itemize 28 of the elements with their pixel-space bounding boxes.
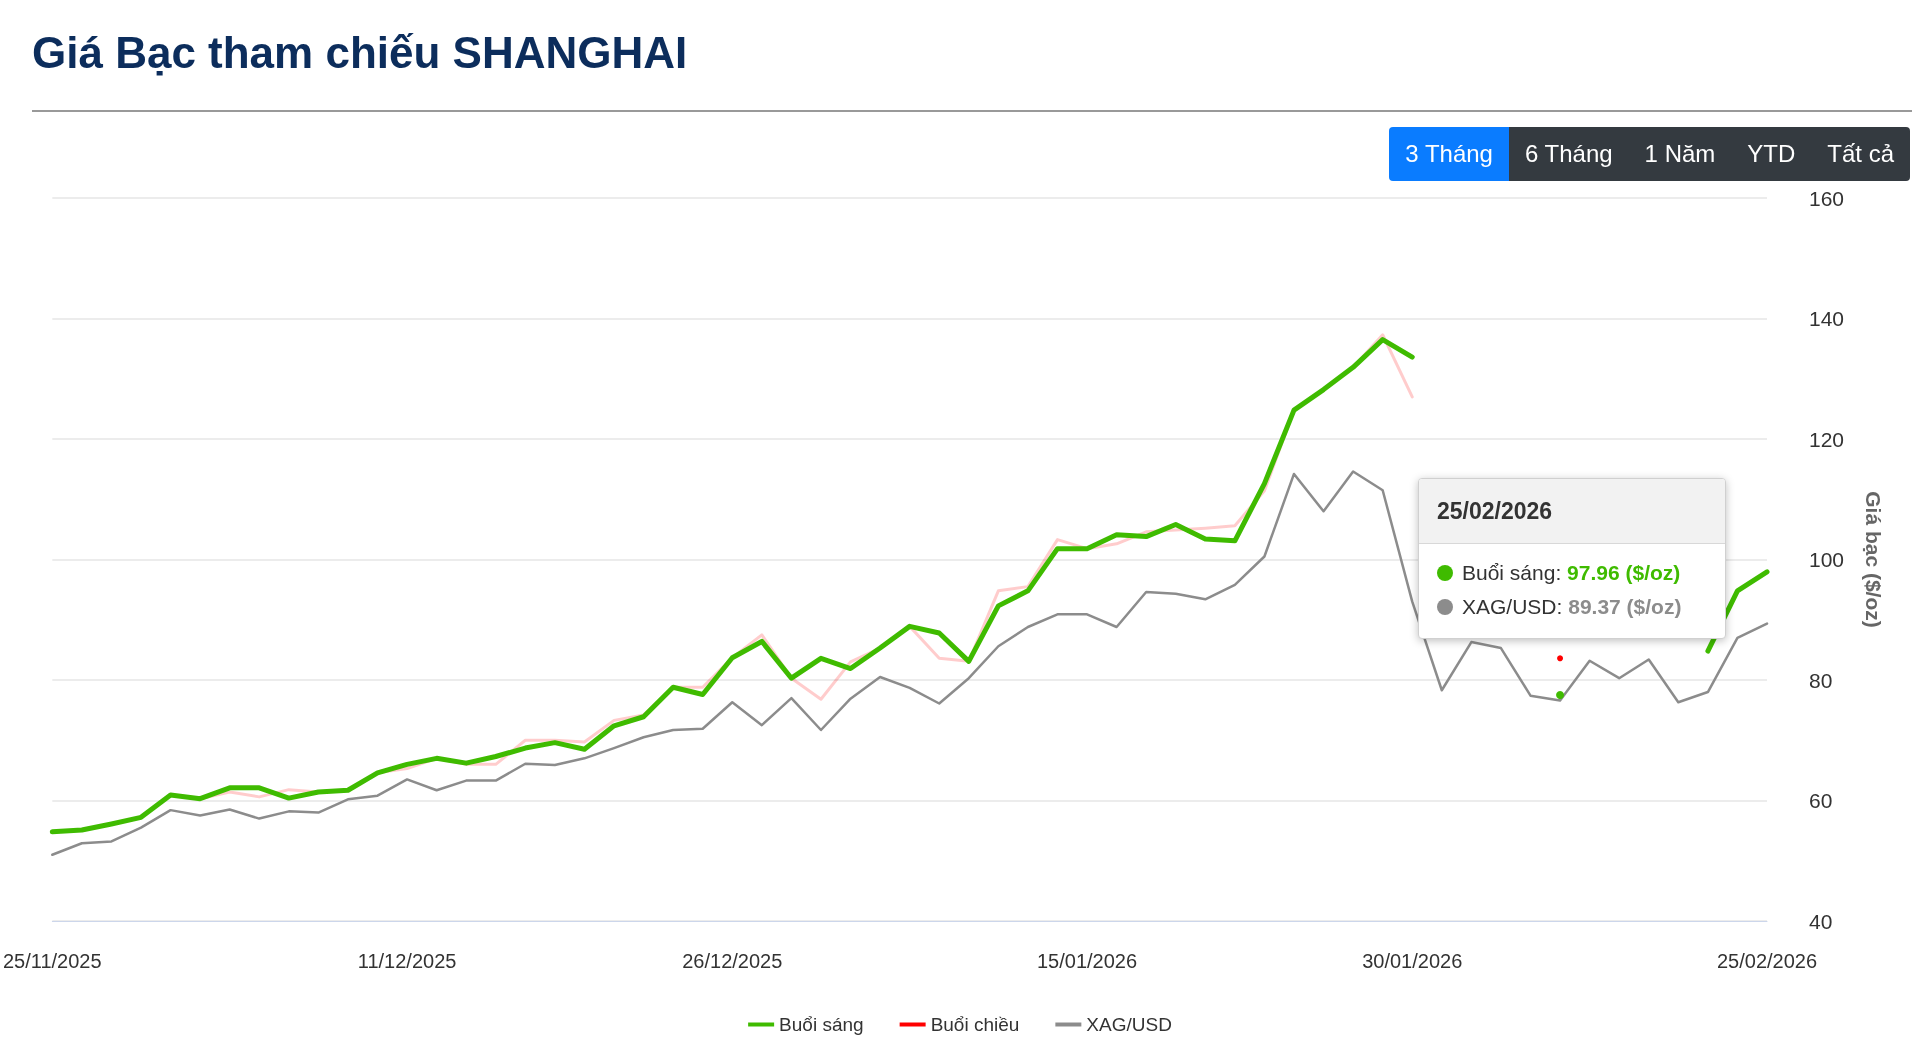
annotation: 25/02/2026 bbox=[1419, 479, 1725, 544]
text: 1 Năm bbox=[1628, 127, 1732, 181]
chart-title: Giá Bạc tham chiếu SHANGHAI bbox=[32, 28, 688, 78]
x-tick-label: 26/12/2025 bbox=[682, 950, 783, 972]
y-tick-label: 140 bbox=[1809, 307, 1845, 330]
y-tick-label: 120 bbox=[1809, 427, 1845, 451]
legend-label: Buổi chiều bbox=[930, 1014, 1020, 1035]
text: 3 Tháng bbox=[1389, 127, 1509, 181]
y-tick-label: 160 bbox=[1809, 186, 1845, 210]
text: Tất cả bbox=[1811, 127, 1910, 181]
x-tick-label: 25/02/2026 bbox=[1716, 950, 1818, 972]
y-tick-label: 100 bbox=[1809, 548, 1845, 571]
x-tick-label: 30/01/2026 bbox=[1362, 950, 1463, 972]
legend-label: XAG/USD bbox=[1086, 1014, 1172, 1035]
legend-label: Buổi sáng bbox=[779, 1014, 864, 1035]
y-tick-label: 80 bbox=[1809, 668, 1833, 692]
line-series bbox=[51, 470, 1769, 856]
y-axis-title: Giá bạc ($/oz) bbox=[1862, 491, 1885, 628]
x-tick-label: 15/01/2026 bbox=[1036, 950, 1138, 972]
text: YTD bbox=[1731, 127, 1812, 181]
y-tick-label: 40 bbox=[1809, 909, 1833, 933]
annotation: Buổi sáng: 97.96 ($/oz) bbox=[1462, 561, 1681, 585]
annotation: XAG/USD: 89.37 ($/oz) bbox=[1462, 595, 1682, 619]
x-tick-label: 25/11/2025 bbox=[2, 950, 102, 972]
x-tick-label: 11/12/2025 bbox=[357, 950, 457, 972]
text: 6 Tháng bbox=[1508, 127, 1629, 181]
tooltip-panel: 25/02/2026 Buổi sáng: 97.96 ($/oz) XAG/USD: 89.37 ($/oz) bbox=[1418, 478, 1726, 639]
y-tick-label: 60 bbox=[1809, 789, 1833, 812]
